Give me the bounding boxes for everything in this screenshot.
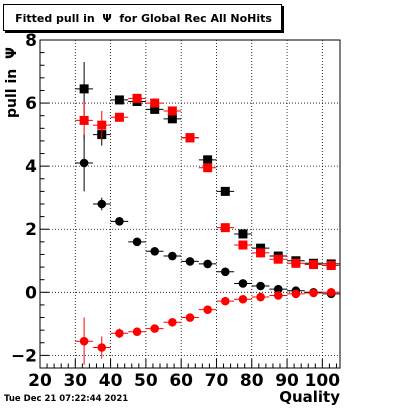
y-tick-label: −2: [11, 346, 37, 366]
x-tick-label: 30: [63, 371, 87, 391]
data-point-square: [167, 106, 177, 116]
x-tick-label: 20: [28, 371, 52, 391]
data-point-square: [79, 115, 89, 125]
data-point-square: [150, 98, 160, 108]
y-tick-label: 8: [25, 31, 37, 51]
data-point-circle: [168, 251, 177, 261]
data-point-circle: [220, 296, 230, 306]
x-tick-label: 100: [305, 371, 341, 391]
data-point-circle: [220, 267, 230, 277]
x-tick-label: 80: [240, 371, 264, 391]
axes-layer: 20 30 40 50 60 70 80 90 100 −2 0 2 4 6 8: [11, 31, 341, 391]
series-2: [75, 93, 340, 270]
x-tick-label: 90: [275, 371, 299, 391]
data-point-square: [79, 84, 89, 94]
data-point-square: [114, 95, 124, 105]
y-tick-label: 6: [25, 94, 37, 114]
data-point-circle: [238, 294, 248, 304]
data-point-circle: [238, 279, 248, 288]
data-point-circle: [273, 284, 283, 294]
data-point-square: [114, 112, 124, 122]
data-point-square: [167, 114, 177, 124]
title-box: Fitted pull in Ψ for Global Rec All NoHi…: [3, 4, 282, 31]
data-point-square: [97, 120, 107, 130]
data-point-circle: [326, 288, 336, 297]
data-point-square: [150, 104, 160, 114]
data-point-square: [203, 163, 213, 173]
data-point-square: [220, 223, 230, 233]
x-tick-label: 50: [134, 371, 158, 391]
y-tick-label: 4: [25, 157, 37, 177]
x-tick-label: 70: [205, 371, 229, 391]
data-point-square: [132, 93, 142, 103]
data-point-square: [291, 258, 301, 268]
data-point-circle: [185, 313, 195, 322]
data-point-square: [185, 133, 195, 143]
data-point-circle: [203, 259, 212, 269]
marks-layer: [75, 62, 340, 365]
data-point-square: [238, 229, 248, 239]
data-point-circle: [309, 288, 318, 298]
x-tick-label: 60: [169, 371, 193, 391]
data-point-square: [203, 155, 213, 165]
chart-title: Fitted pull in Ψ for Global Rec All NoHi…: [15, 12, 272, 25]
data-point-circle: [79, 158, 89, 168]
data-point-circle: [273, 291, 283, 300]
data-point-circle: [203, 305, 212, 314]
grid-layer: [40, 40, 340, 368]
data-point-circle: [97, 343, 107, 352]
x-axis-label: Quality: [279, 388, 340, 406]
data-point-square: [256, 248, 266, 258]
y-tick-label: 2: [25, 220, 37, 240]
data-point-square: [273, 254, 283, 264]
data-point-circle: [115, 329, 124, 338]
data-point-circle: [97, 199, 107, 209]
data-point-circle: [185, 257, 195, 266]
data-point-circle: [115, 217, 124, 226]
data-point-circle: [132, 327, 142, 337]
data-point-circle: [79, 336, 89, 346]
data-point-circle: [132, 237, 142, 247]
timestamp: Tue Dec 21 07:22:44 2021: [4, 394, 129, 404]
data-point-circle: [256, 281, 265, 291]
data-point-square: [309, 260, 319, 270]
x-tick-label: 40: [99, 371, 123, 391]
data-point-square: [238, 240, 248, 250]
data-point-circle: [150, 324, 160, 333]
data-point-square: [220, 186, 230, 196]
data-point-circle: [168, 317, 177, 327]
y-axis-label: pull in Ψ: [4, 47, 20, 118]
series-4: [75, 288, 340, 365]
data-point-square: [326, 261, 336, 270]
y-tick-label: 0: [25, 283, 37, 303]
data-point-circle: [291, 289, 301, 299]
data-point-square: [256, 243, 266, 253]
data-point-circle: [150, 247, 160, 256]
data-point-circle: [256, 292, 265, 302]
